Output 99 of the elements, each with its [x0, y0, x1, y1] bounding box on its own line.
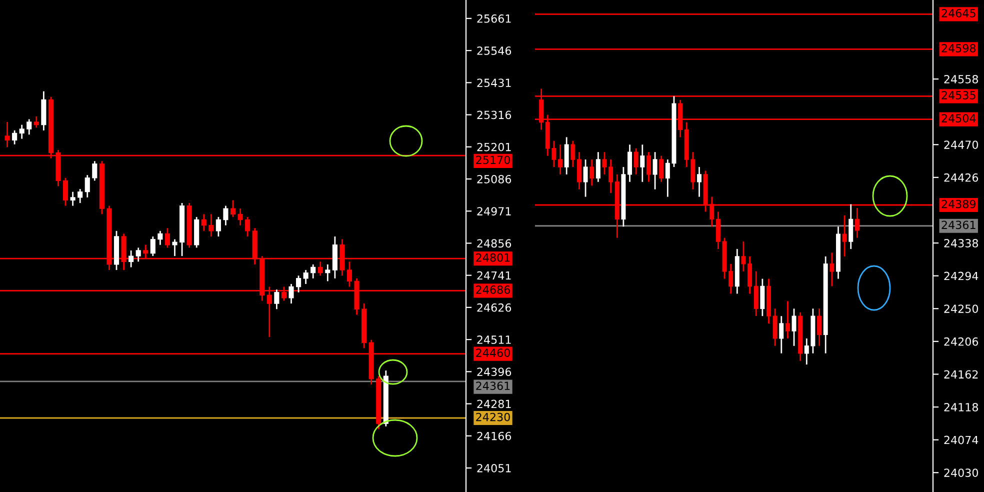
- candlestick: [92, 160, 98, 182]
- y-tick-label: 24074: [944, 436, 978, 444]
- candlestick: [216, 216, 221, 238]
- candlestick: [230, 200, 236, 218]
- ref-line-label: 25170: [476, 156, 510, 164]
- y-tick-label: 24856: [477, 239, 512, 248]
- ref-line-label: 24389: [942, 200, 976, 208]
- candlestick: [164, 227, 170, 248]
- ref-line-label: 24504: [942, 114, 976, 122]
- candlestick: [34, 116, 39, 128]
- candlestick: [172, 238, 178, 257]
- candlestick: [84, 174, 90, 198]
- candlestick: [26, 118, 32, 136]
- candlestick: [640, 144, 645, 183]
- candlestick: [158, 230, 163, 246]
- candlestick: [346, 260, 352, 288]
- candlestick: [576, 151, 582, 190]
- candlestick: [772, 308, 778, 347]
- candlestick: [310, 264, 316, 280]
- y-tick-label: 25316: [477, 110, 512, 120]
- candlestick: [634, 148, 638, 176]
- candlestick: [78, 188, 83, 204]
- candlestick: [303, 269, 308, 285]
- candlestick: [318, 260, 323, 276]
- y-tick-label: 25431: [477, 78, 511, 88]
- candlestick: [596, 151, 600, 183]
- ref-line-label: 24645: [942, 8, 976, 18]
- y-tick-label: 24338: [944, 238, 978, 248]
- candlestick: [628, 144, 632, 183]
- candlestick: [558, 144, 563, 176]
- candlestick: [583, 158, 588, 198]
- candlestick: [602, 151, 607, 176]
- candlestick: [741, 240, 746, 272]
- candlestick: [12, 130, 18, 146]
- ref-line-label: 24598: [942, 44, 976, 52]
- candlestick: [716, 211, 720, 250]
- candlestick: [296, 274, 302, 294]
- candlestick: [659, 155, 664, 183]
- candlestick: [792, 308, 796, 347]
- candlestick: [238, 208, 243, 226]
- candlestick: [564, 136, 569, 176]
- candlestick: [842, 214, 847, 258]
- candlestick: [570, 140, 576, 168]
- candlestick: [785, 300, 790, 340]
- candlestick: [19, 124, 24, 140]
- candlestick: [590, 158, 594, 186]
- y-tick-label: 24162: [944, 370, 978, 379]
- candlestick: [646, 151, 651, 183]
- candlestick: [128, 250, 134, 268]
- y-tick-label: 24971: [477, 207, 511, 216]
- y-tick-label: 24118: [944, 402, 978, 412]
- y-tick-label: 25546: [477, 46, 512, 55]
- candlestick: [70, 191, 76, 206]
- y-tick-label: 24396: [477, 368, 512, 376]
- candlestick: [136, 246, 141, 262]
- ref-line-label: 24230: [476, 412, 510, 422]
- y-tick-label: 24166: [477, 432, 512, 440]
- candlestick: [830, 252, 834, 287]
- y-tick-label: 24294: [944, 272, 978, 280]
- y-tick-label: 24281: [477, 400, 511, 408]
- candlestick: [817, 308, 822, 347]
- candlestick: [652, 151, 658, 190]
- y-tick-label: 25201: [477, 142, 511, 152]
- y-tick-label: 24250: [944, 304, 978, 313]
- candlestick: [4, 121, 10, 148]
- candlestick: [760, 278, 765, 317]
- candlestick: [208, 213, 214, 238]
- y-tick-label: 24626: [477, 303, 512, 312]
- y-tick-label: 24206: [944, 337, 978, 346]
- candlestick: [150, 236, 156, 257]
- candlestick: [754, 270, 758, 317]
- y-tick-label: 24511: [477, 336, 511, 344]
- y-tick-label: 25086: [477, 174, 512, 184]
- candlestick: [325, 264, 330, 282]
- candlestick: [223, 205, 228, 226]
- candlestick: [245, 216, 250, 238]
- ref-line-label: 24361: [942, 220, 976, 230]
- ref-line-label: 24686: [476, 285, 510, 294]
- candlestick: [62, 177, 68, 206]
- y-tick-label: 24030: [944, 468, 978, 477]
- candlestick: [608, 158, 614, 194]
- ref-line-label: 24361: [476, 382, 510, 390]
- candlestick: [697, 166, 702, 198]
- candlestick: [201, 213, 206, 232]
- candlestick: [288, 283, 294, 304]
- candlestick: [748, 256, 752, 294]
- ref-line-label: 24535: [942, 90, 976, 100]
- y-tick-label: 24426: [944, 173, 978, 182]
- y-tick-label: 24470: [944, 140, 978, 149]
- y-tick-label: 24558: [944, 74, 978, 84]
- candlestick: [274, 288, 280, 310]
- candlestick: [848, 204, 854, 250]
- candlestick: [779, 315, 784, 354]
- y-tick-label: 24741: [477, 271, 511, 280]
- y-tick-label: 24051: [477, 464, 511, 472]
- ref-line-label: 24460: [476, 348, 510, 358]
- ref-line-label: 24801: [476, 253, 510, 262]
- y-tick-label: 25661: [477, 14, 511, 23]
- candlestick: [854, 207, 860, 238]
